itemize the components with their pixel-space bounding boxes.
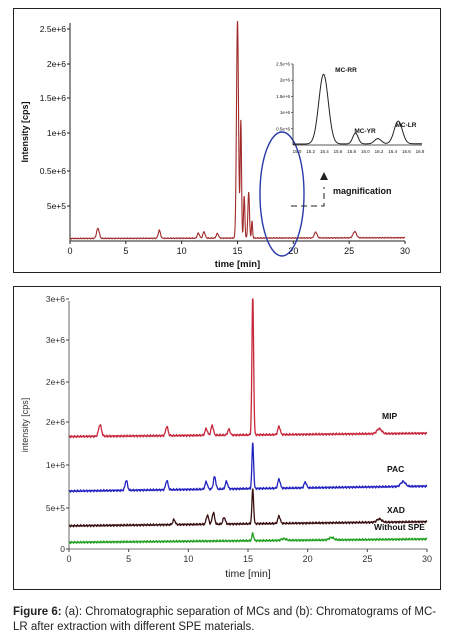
y-tick-label-b: 3e+6 xyxy=(46,294,65,304)
x-tick-label-b: 10 xyxy=(183,554,193,564)
x-tick-label-a: 25 xyxy=(344,246,354,256)
y-tick-label-a: 2.5e+6 xyxy=(40,24,67,34)
series-label-mip: MIP xyxy=(382,411,397,421)
inset-peak-label: MC-YR xyxy=(354,128,376,135)
figure-caption: Figure 6: (a): Chromatographic separatio… xyxy=(13,605,445,635)
inset-x-tick-label: 15.4 xyxy=(320,149,329,154)
chromatogram-b: 0 5 10 15 20 25 30 0 5e+5 1e+6 2e+6 2e+6 3e+6 3e+6 int… xyxy=(20,294,432,580)
y-axis-label-a: Intensity [cps] xyxy=(20,101,30,162)
inset-y-tick-label: 2e+6 xyxy=(280,78,291,83)
inset-peak-label: MC-LR xyxy=(396,122,417,129)
x-axis-label-b: time [min] xyxy=(225,568,271,580)
inset-trace xyxy=(293,73,422,145)
chart-panel-b: 0 5 10 15 20 25 30 0 5e+5 1e+6 2e+6 2e+6 3e+6 3e+6 int… xyxy=(13,286,441,590)
series-label-pac: PAC xyxy=(387,464,404,474)
highlight-ellipse xyxy=(259,131,305,257)
inset-y-tick-label: 1.5e+6 xyxy=(276,94,290,99)
trace-mip xyxy=(68,297,428,439)
trace-xad xyxy=(68,488,428,528)
y-axis-label-b: intensity [cps] xyxy=(20,398,30,453)
inset-y-tick-label: 2.5e+6 xyxy=(276,62,290,67)
inset-x-tick-label: 16.8 xyxy=(416,149,425,154)
x-tick-label-a: 0 xyxy=(67,246,72,256)
y-tick-label-b: 1e+6 xyxy=(46,460,65,470)
x-axis-label-a: time [min] xyxy=(215,259,260,270)
x-tick-label-a: 20 xyxy=(288,246,298,256)
y-tick-label-a: 0.5e+6 xyxy=(40,166,67,176)
x-tick-label-a: 15 xyxy=(232,246,242,256)
y-tick-label-b: 5e+5 xyxy=(46,503,65,513)
x-tick-label-b: 30 xyxy=(422,554,432,564)
y-tick-label-a: 5e+5 xyxy=(47,201,66,211)
inset-x-tick-label: 16.0 xyxy=(361,149,370,154)
series-label-xad: XAD xyxy=(387,505,405,515)
inset-x-tick-label: 15.8 xyxy=(347,149,356,154)
magnification-label: magnification xyxy=(333,186,392,196)
y-tick-label-b: 0 xyxy=(60,544,65,554)
y-tick-label-a: 2e+6 xyxy=(47,59,66,69)
x-tick-label-a: 30 xyxy=(400,246,410,256)
chart-panel-a: 0 5 10 15 20 25 30 5e+5 0.5e+6 1e+6 1.5e+6 2e+6 2.5e… xyxy=(13,8,441,273)
inset-y-tick-label: 1e+6 xyxy=(280,110,291,115)
inset-x-tick-label: 16.2 xyxy=(375,149,384,154)
trace-without-spe xyxy=(68,531,428,545)
x-tick-label-b: 15 xyxy=(243,554,253,564)
x-tick-label-b: 20 xyxy=(303,554,313,564)
caption-text: (a): Chromatographic separation of MCs a… xyxy=(13,606,437,633)
magnification-arrowhead xyxy=(320,172,328,180)
x-tick-label-b: 25 xyxy=(362,554,372,564)
chromatogram-a: 0 5 10 15 20 25 30 5e+5 0.5e+6 1e+6 1.5e+6 2e+6 2.5e… xyxy=(20,20,425,270)
y-tick-label-b: 2e+6 xyxy=(46,417,65,427)
inset-x-tick-label: 16.4 xyxy=(388,149,397,154)
trace-a xyxy=(69,20,406,240)
inset-x-tick-label: 15.0 xyxy=(293,149,302,154)
x-tick-label-b: 5 xyxy=(126,554,131,564)
inset-peak-label: MC-RR xyxy=(335,67,357,74)
y-tick-label-a: 1.5e+6 xyxy=(40,93,67,103)
x-tick-label-a: 5 xyxy=(123,246,128,256)
inset-x-tick-label: 15.2 xyxy=(306,149,315,154)
inset-x-tick-label: 16.6 xyxy=(402,149,411,154)
x-tick-label-b: 0 xyxy=(66,554,71,564)
magnification-path xyxy=(291,187,325,207)
inset-x-tick-label: 15.6 xyxy=(334,149,343,154)
y-tick-label-b: 2e+6 xyxy=(46,377,65,387)
series-label-without-spe: Without SPE xyxy=(374,522,425,532)
x-tick-label-a: 10 xyxy=(177,246,187,256)
caption-label: Figure 6: xyxy=(13,606,62,618)
y-tick-label-b: 3e+6 xyxy=(46,335,65,345)
inset-y-tick-label: 0.5e+6 xyxy=(276,126,290,131)
trace-pac xyxy=(68,442,428,493)
y-tick-label-a: 1e+6 xyxy=(47,128,66,138)
